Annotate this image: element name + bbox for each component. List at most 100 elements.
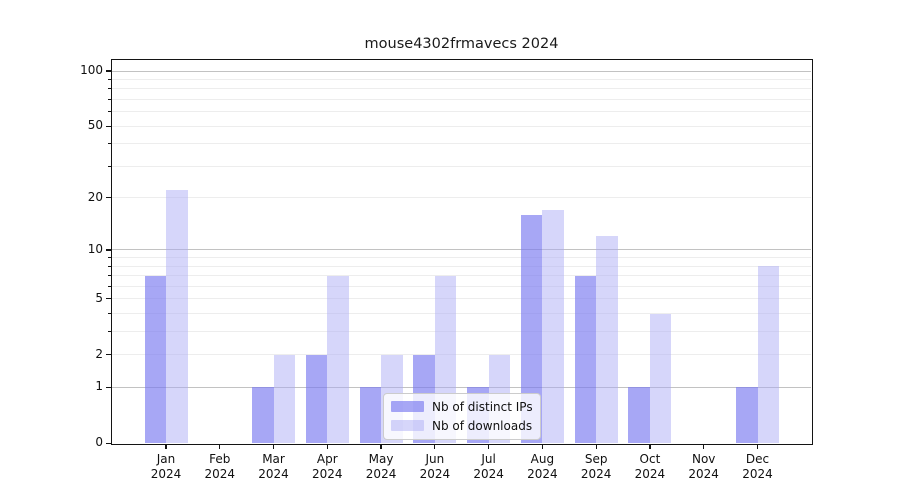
- x-tick-label-year: 2024: [634, 466, 666, 481]
- bar-downloads-oct: [649, 313, 672, 444]
- bar-downloads-aug: [542, 210, 564, 444]
- bar-downloads-sep: [596, 236, 618, 444]
- y-tick-label: 20: [87, 189, 103, 204]
- x-tick-label-jun: Jun 2024: [403, 452, 467, 481]
- bar-ips-aug: [520, 214, 543, 444]
- x-tick-label-jul: Jul 2024: [457, 452, 521, 481]
- y-tick-label: 5: [95, 290, 103, 305]
- x-tick-mark: [219, 444, 221, 450]
- x-tick-label-jan: Jan 2024: [134, 452, 198, 481]
- bar-ips-may: [359, 387, 382, 444]
- gridline-minor: [112, 197, 811, 199]
- chart-title: mouse4302frmavecs 2024: [364, 36, 559, 52]
- x-tick-label-year: 2024: [365, 466, 397, 481]
- x-tick-label-mar: Mar 2024: [242, 452, 306, 481]
- gridline-minor: [112, 125, 811, 127]
- x-tick-mark: [487, 444, 490, 450]
- y-minor-tick-mark: [108, 79, 112, 80]
- y-minor-tick-mark: [108, 330, 112, 332]
- y-tick-mark: [105, 386, 112, 389]
- gridline-minor: [112, 354, 811, 356]
- gridline-minor: [112, 88, 811, 90]
- bar-downloads-jan: [166, 190, 188, 444]
- bar-ips-apr: [305, 354, 328, 444]
- x-tick-label-year: 2024: [312, 466, 343, 481]
- x-tick-label-may: May 2024: [349, 452, 413, 481]
- x-tick-label-aug: Aug 2024: [510, 452, 574, 481]
- x-tick-label-year: 2024: [527, 466, 558, 481]
- x-tick-label-oct: Oct 2024: [618, 452, 682, 481]
- y-tick-mark: [105, 442, 112, 444]
- x-tick-mark: [165, 444, 167, 450]
- y-tick-label: 10: [87, 241, 103, 256]
- legend-item-downloads: Nb of downloads: [391, 419, 532, 433]
- x-tick-label-apr: Apr 2024: [295, 452, 359, 481]
- gridline-minor: [112, 143, 811, 145]
- gridline-major: [112, 249, 811, 251]
- bar-downloads-apr: [327, 275, 349, 444]
- x-tick-label-year: 2024: [688, 466, 719, 481]
- gridline-minor: [112, 111, 811, 113]
- y-minor-tick-mark: [108, 257, 112, 259]
- x-tick-mark: [380, 444, 382, 450]
- legend-label-distinct-ips: Nb of distinct IPs: [432, 399, 533, 414]
- y-minor-tick-mark: [108, 197, 112, 199]
- y-minor-tick-mark: [108, 298, 112, 300]
- x-tick-label-year: 2024: [258, 466, 289, 481]
- bar-downloads-mar: [273, 354, 295, 444]
- gridline-minor: [112, 99, 811, 101]
- x-tick-label-year: 2024: [580, 466, 612, 481]
- x-tick-label-sep: Sep 2024: [564, 452, 628, 481]
- y-minor-tick-mark: [108, 111, 112, 113]
- plot-area: [112, 60, 811, 444]
- bar-ips-jan: [144, 275, 166, 444]
- y-tick-mark: [105, 70, 112, 72]
- gridline-minor: [112, 165, 811, 167]
- bar-ips-mar: [252, 387, 274, 444]
- gridline-minor: [112, 275, 811, 277]
- y-tick-label: 100: [80, 63, 103, 78]
- gridline-minor: [112, 330, 811, 332]
- y-minor-tick-mark: [108, 285, 112, 287]
- x-tick-label-year: 2024: [150, 466, 182, 481]
- legend: Nb of distinct IPs Nb of downloads: [383, 392, 541, 440]
- gridline-minor: [112, 79, 811, 80]
- x-tick-label-nov: Nov 2024: [672, 452, 736, 481]
- y-tick-label: 0: [95, 435, 103, 450]
- x-tick-label-year: 2024: [419, 466, 451, 481]
- y-minor-tick-mark: [108, 275, 112, 277]
- legend-swatch-distinct-ips-icon: [391, 401, 424, 412]
- y-tick-mark: [105, 249, 112, 251]
- x-tick-label-dec: Dec 2024: [725, 452, 789, 481]
- y-minor-tick-mark: [108, 313, 112, 314]
- bar-downloads-dec: [757, 266, 779, 444]
- gridline-major: [112, 70, 811, 72]
- gridline-minor: [112, 265, 811, 267]
- legend-label-downloads: Nb of downloads: [432, 418, 533, 433]
- gridline-minor: [112, 298, 811, 300]
- y-minor-tick-mark: [108, 99, 112, 101]
- x-tick-mark: [703, 444, 705, 450]
- x-tick-label-feb: Feb 2024: [188, 452, 252, 481]
- gridline-major: [112, 386, 811, 388]
- x-tick-mark: [541, 444, 544, 450]
- gridline-minor: [112, 285, 811, 287]
- y-minor-tick-mark: [108, 265, 112, 267]
- y-tick-label: 50: [87, 118, 103, 133]
- y-minor-tick-mark: [108, 354, 112, 356]
- x-tick-mark: [326, 444, 328, 450]
- y-tick-label: 2: [95, 346, 103, 361]
- x-tick-mark: [756, 444, 759, 450]
- x-tick-label-year: 2024: [742, 466, 773, 481]
- legend-item-distinct-ips: Nb of distinct IPs: [391, 399, 533, 414]
- y-minor-tick-mark: [108, 165, 112, 167]
- bar-ips-sep: [574, 275, 597, 444]
- x-tick-label-year: 2024: [473, 466, 504, 481]
- x-tick-mark: [434, 444, 436, 450]
- gridline-minor: [112, 257, 811, 259]
- x-tick-mark: [272, 444, 275, 450]
- gridline-minor: [112, 313, 811, 314]
- x-tick-mark: [595, 444, 597, 450]
- bar-ips-oct: [628, 387, 650, 444]
